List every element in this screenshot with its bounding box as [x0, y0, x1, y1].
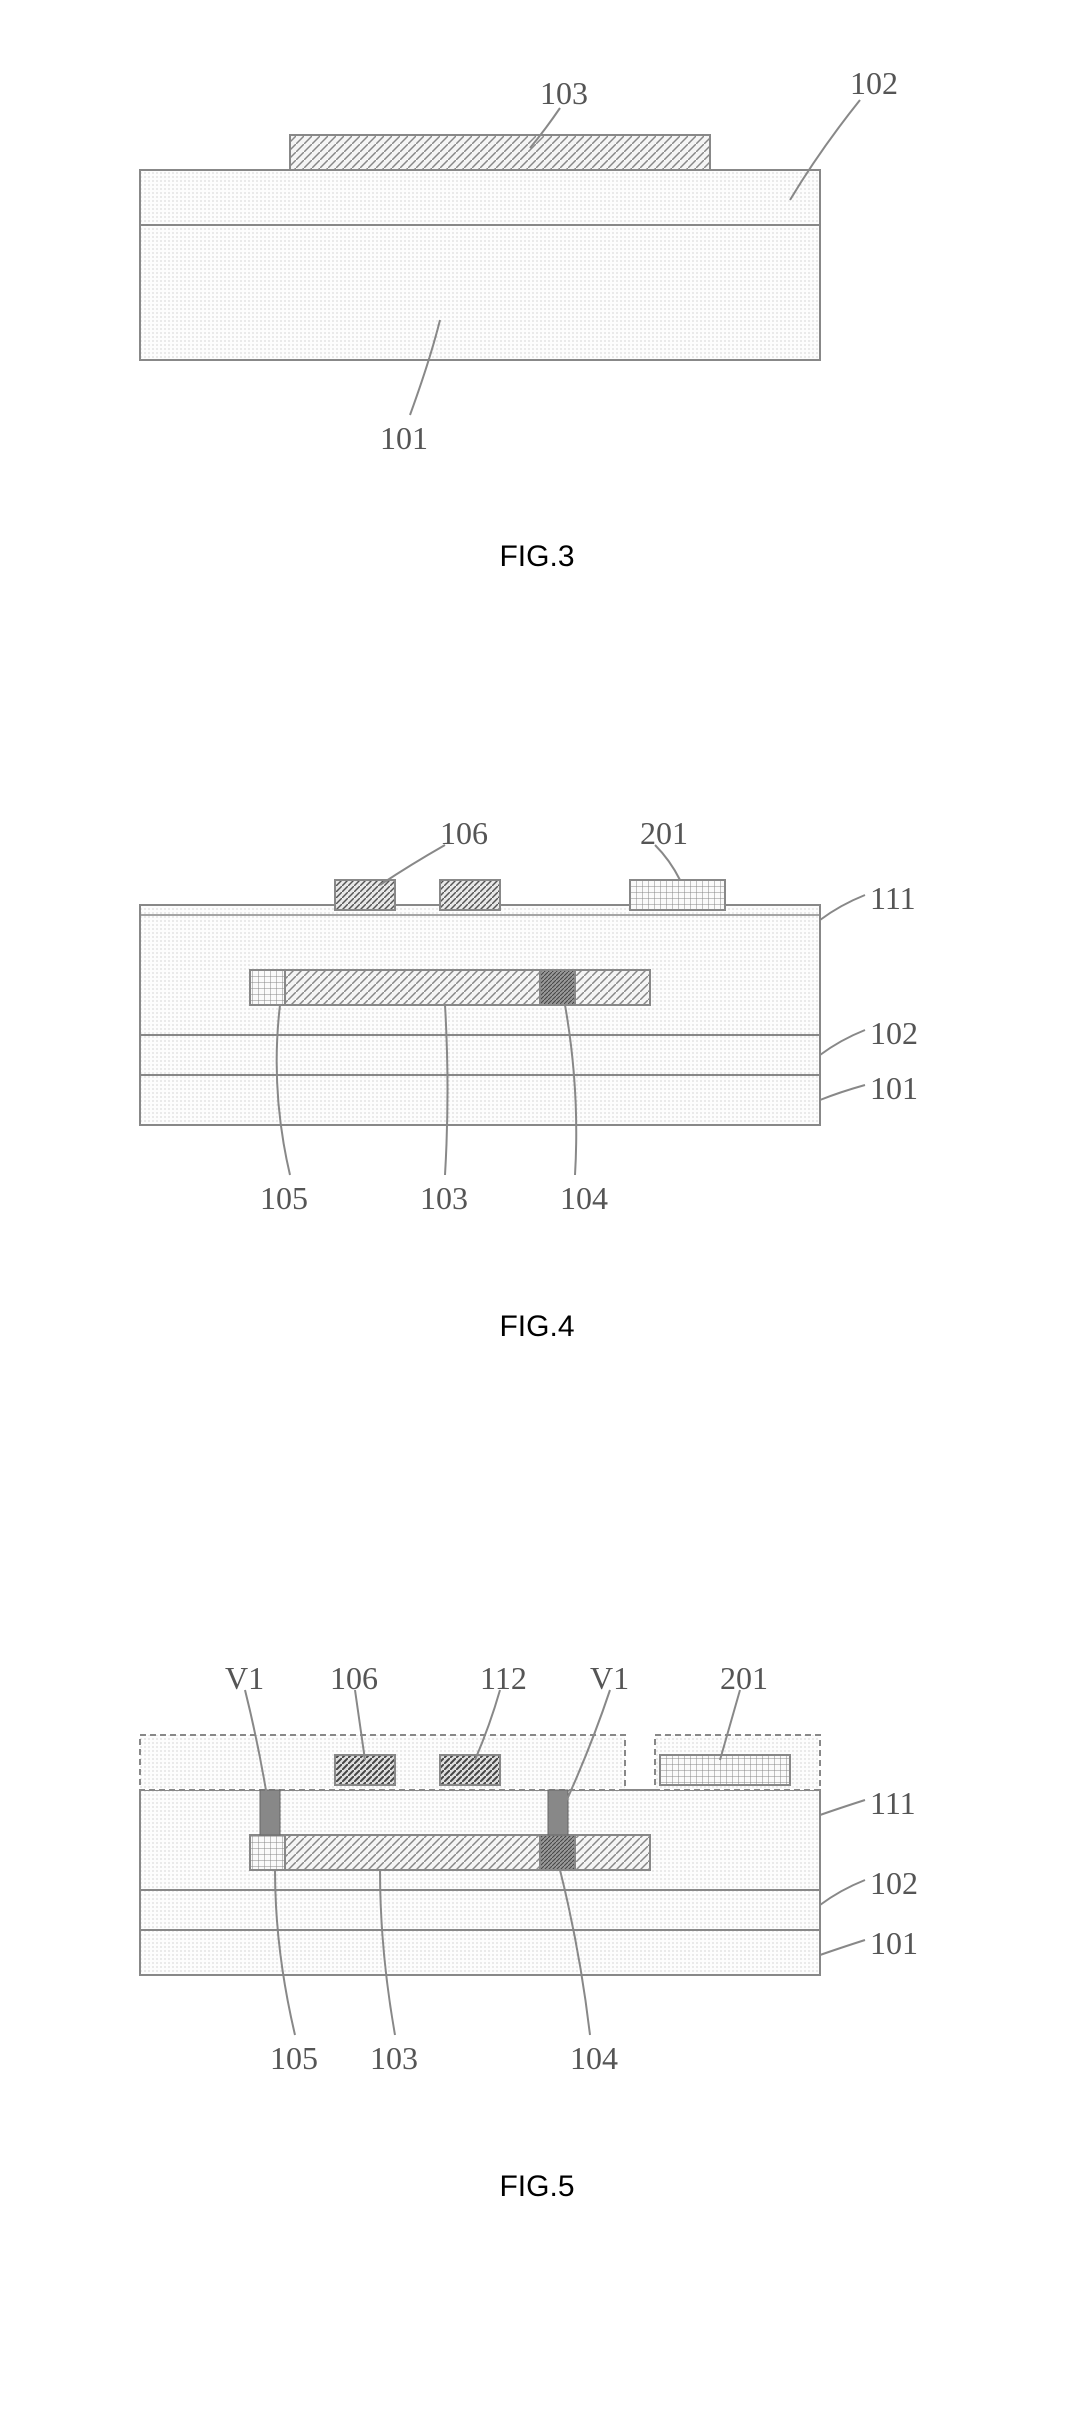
figure-5: V1 106 112 V1 201 111 102 101 105 103 10… — [0, 1590, 1074, 2270]
figure-3: 103 102 101 FIG.3 — [0, 0, 1074, 560]
fig4-label-105: 105 — [260, 1180, 308, 1217]
fig4-label-201: 201 — [640, 815, 688, 852]
fig4-svg — [0, 760, 1074, 1240]
fig5-label-102: 102 — [870, 1865, 918, 1902]
figure-4: 106 201 111 102 101 105 103 104 FIG.4 — [0, 760, 1074, 1440]
fig3-svg — [0, 0, 1074, 480]
fig5-caption: FIG.5 — [0, 2170, 1074, 2204]
fig5-label-104: 104 — [570, 2040, 618, 2077]
fig5-svg — [0, 1590, 1074, 2110]
fig3-caption: FIG.3 — [0, 540, 1074, 574]
fig4-label-104: 104 — [560, 1180, 608, 1217]
fig5-label-111: 111 — [870, 1785, 916, 1822]
page: 103 102 101 FIG.3 — [0, 0, 1074, 2270]
fig3-label-103: 103 — [540, 75, 588, 112]
fig3-label-101: 101 — [380, 420, 428, 457]
fig4-label-103: 103 — [420, 1180, 468, 1217]
fig4-label-106: 106 — [440, 815, 488, 852]
fig4-label-101: 101 — [870, 1070, 918, 1107]
fig5-label-112: 112 — [480, 1660, 527, 1697]
fig5-label-105: 105 — [270, 2040, 318, 2077]
fig4-label-102: 102 — [870, 1015, 918, 1052]
fig3-label-102: 102 — [850, 65, 898, 102]
fig5-label-103: 103 — [370, 2040, 418, 2077]
fig5-label-106: 106 — [330, 1660, 378, 1697]
fig4-label-111: 111 — [870, 880, 916, 917]
fig5-label-201: 201 — [720, 1660, 768, 1697]
fig5-label-101: 101 — [870, 1925, 918, 1962]
fig5-label-V1b: V1 — [590, 1660, 629, 1697]
fig5-label-V1a: V1 — [225, 1660, 264, 1697]
fig4-caption: FIG.4 — [0, 1310, 1074, 1344]
